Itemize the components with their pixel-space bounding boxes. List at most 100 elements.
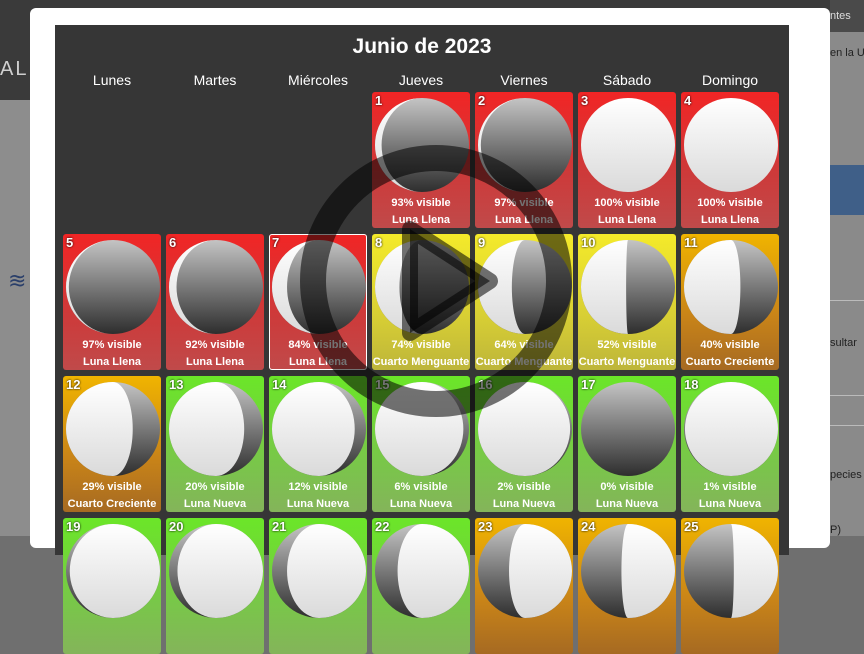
moon-icon bbox=[272, 524, 366, 618]
day-cell-5[interactable]: 5 97% visible Luna Llena bbox=[63, 234, 161, 370]
moon-icon bbox=[478, 524, 572, 618]
moon-dark-side bbox=[581, 382, 675, 476]
day-number: 11 bbox=[684, 235, 698, 250]
day-number: 24 bbox=[581, 519, 596, 534]
moon-dark-side bbox=[169, 240, 263, 334]
visibility-percent: 6% visible bbox=[394, 481, 448, 493]
day-number: 9 bbox=[478, 235, 486, 250]
weekday-label: Jueves bbox=[398, 72, 444, 88]
day-number: 5 bbox=[66, 235, 74, 250]
moon-lit-side bbox=[169, 240, 216, 334]
moon-icon bbox=[581, 240, 675, 334]
visibility-percent: 100% visible bbox=[697, 197, 763, 209]
day-number: 14 bbox=[272, 377, 287, 392]
background-divider bbox=[830, 425, 864, 426]
day-cell-18[interactable]: 18 1% visible Luna Nueva bbox=[681, 376, 779, 512]
background-text: pecies bbox=[830, 469, 862, 481]
day-cell-17[interactable]: 17 0% visible Luna Nueva bbox=[578, 376, 676, 512]
visibility-percent: 1% visible bbox=[703, 481, 757, 493]
background-logo: AL bbox=[0, 58, 29, 80]
day-cell-25[interactable]: 25 bbox=[681, 518, 779, 654]
day-cell-24[interactable]: 24 bbox=[578, 518, 676, 654]
moon-phase-label: Luna Nueva bbox=[286, 498, 350, 510]
moon-phase-label: Luna Llena bbox=[82, 356, 142, 368]
weekday-label: Domingo bbox=[701, 72, 759, 88]
moon-icon bbox=[272, 382, 366, 476]
visibility-percent: 0% visible bbox=[600, 481, 654, 493]
moon-dark-side bbox=[581, 98, 675, 192]
moon-phase-label: Cuarto Menguante bbox=[578, 356, 676, 368]
day-number: 2 bbox=[478, 93, 486, 108]
moon-lit-side bbox=[287, 524, 366, 618]
moon-lit-side bbox=[731, 524, 778, 618]
moon-icon bbox=[581, 98, 675, 192]
day-number: 3 bbox=[581, 93, 589, 108]
day-number: 17 bbox=[581, 377, 596, 392]
day-number: 25 bbox=[684, 519, 699, 534]
wind-icon: ≋ bbox=[8, 268, 27, 293]
moon-icon bbox=[66, 524, 160, 618]
moon-lit-side bbox=[478, 240, 525, 334]
moon-lit-side bbox=[581, 240, 628, 334]
moon-icon bbox=[375, 524, 469, 618]
background-text: sultar bbox=[830, 337, 857, 349]
day-cell-4[interactable]: 4 100% visible Luna Llena bbox=[681, 92, 779, 228]
background-right-panel: ntes en la U sultar pecies P) bbox=[830, 0, 864, 536]
day-cell-14[interactable]: 14 12% visible Luna Nueva bbox=[269, 376, 367, 512]
visibility-percent: 97% visible bbox=[82, 339, 142, 351]
day-cell-19[interactable]: 19 bbox=[63, 518, 161, 654]
moon-icon bbox=[66, 382, 160, 476]
visibility-percent: 74% visible bbox=[391, 339, 451, 351]
moon-lit-side bbox=[66, 382, 133, 476]
moon-lit-side bbox=[684, 240, 741, 334]
day-number: 23 bbox=[478, 519, 493, 534]
moon-icon bbox=[581, 524, 675, 618]
day-number: 10 bbox=[581, 235, 596, 250]
background-text: en la U bbox=[830, 47, 864, 59]
background-divider bbox=[830, 395, 864, 396]
moon-phase-label: Cuarto Creciente bbox=[685, 356, 775, 368]
moon-icon bbox=[684, 98, 778, 192]
moon-lit-side bbox=[375, 240, 422, 334]
moon-icon bbox=[684, 524, 778, 618]
moon-icon bbox=[169, 382, 263, 476]
day-cell-22[interactable]: 22 bbox=[372, 518, 470, 654]
day-number: 1 bbox=[375, 93, 383, 108]
day-cell-21[interactable]: 21 bbox=[269, 518, 367, 654]
day-number: 13 bbox=[169, 377, 184, 392]
day-cell-16[interactable]: 16 2% visible Luna Nueva bbox=[475, 376, 573, 512]
moon-phase-label: Luna Llena bbox=[597, 214, 657, 226]
day-cell-13[interactable]: 13 20% visible Luna Nueva bbox=[166, 376, 264, 512]
day-cell-10[interactable]: 10 52% visible Cuarto Menguante bbox=[578, 234, 676, 370]
moon-phase-label: Luna Nueva bbox=[389, 498, 453, 510]
day-number: 12 bbox=[66, 377, 81, 392]
visibility-percent: 12% visible bbox=[288, 481, 348, 493]
moon-phase-label: Luna Nueva bbox=[595, 498, 659, 510]
moon-phase-label: Cuarto Creciente bbox=[67, 498, 157, 510]
day-number: 21 bbox=[272, 519, 287, 534]
day-cell-6[interactable]: 6 92% visible Luna Llena bbox=[166, 234, 264, 370]
moon-icon bbox=[684, 240, 778, 334]
moon-phase-label: Luna Llena bbox=[185, 356, 245, 368]
day-number: 6 bbox=[169, 235, 177, 250]
day-cell-20[interactable]: 20 bbox=[166, 518, 264, 654]
day-number: 19 bbox=[66, 519, 81, 534]
day-cell-3[interactable]: 3 100% visible Luna Llena bbox=[578, 92, 676, 228]
day-number: 20 bbox=[169, 519, 184, 534]
day-cell-23[interactable]: 23 bbox=[475, 518, 573, 654]
moon-lit-side bbox=[177, 524, 263, 618]
day-cell-11[interactable]: 11 40% visible Cuarto Creciente bbox=[681, 234, 779, 370]
play-icon[interactable] bbox=[298, 143, 574, 419]
moon-phase-label: Luna Nueva bbox=[698, 498, 762, 510]
visibility-percent: 29% visible bbox=[82, 481, 142, 493]
moon-phase-label: Cuarto Menguante bbox=[372, 356, 470, 368]
visibility-percent: 2% visible bbox=[497, 481, 551, 493]
moon-dark-side bbox=[684, 98, 778, 192]
moon-lit-side bbox=[169, 382, 245, 476]
moon-lit-side bbox=[69, 524, 160, 618]
moon-dark-side bbox=[66, 240, 160, 334]
visibility-percent: 100% visible bbox=[594, 197, 660, 209]
moon-icon bbox=[169, 524, 263, 618]
day-cell-12[interactable]: 12 29% visible Cuarto Creciente bbox=[63, 376, 161, 512]
moon-icon bbox=[581, 382, 675, 476]
